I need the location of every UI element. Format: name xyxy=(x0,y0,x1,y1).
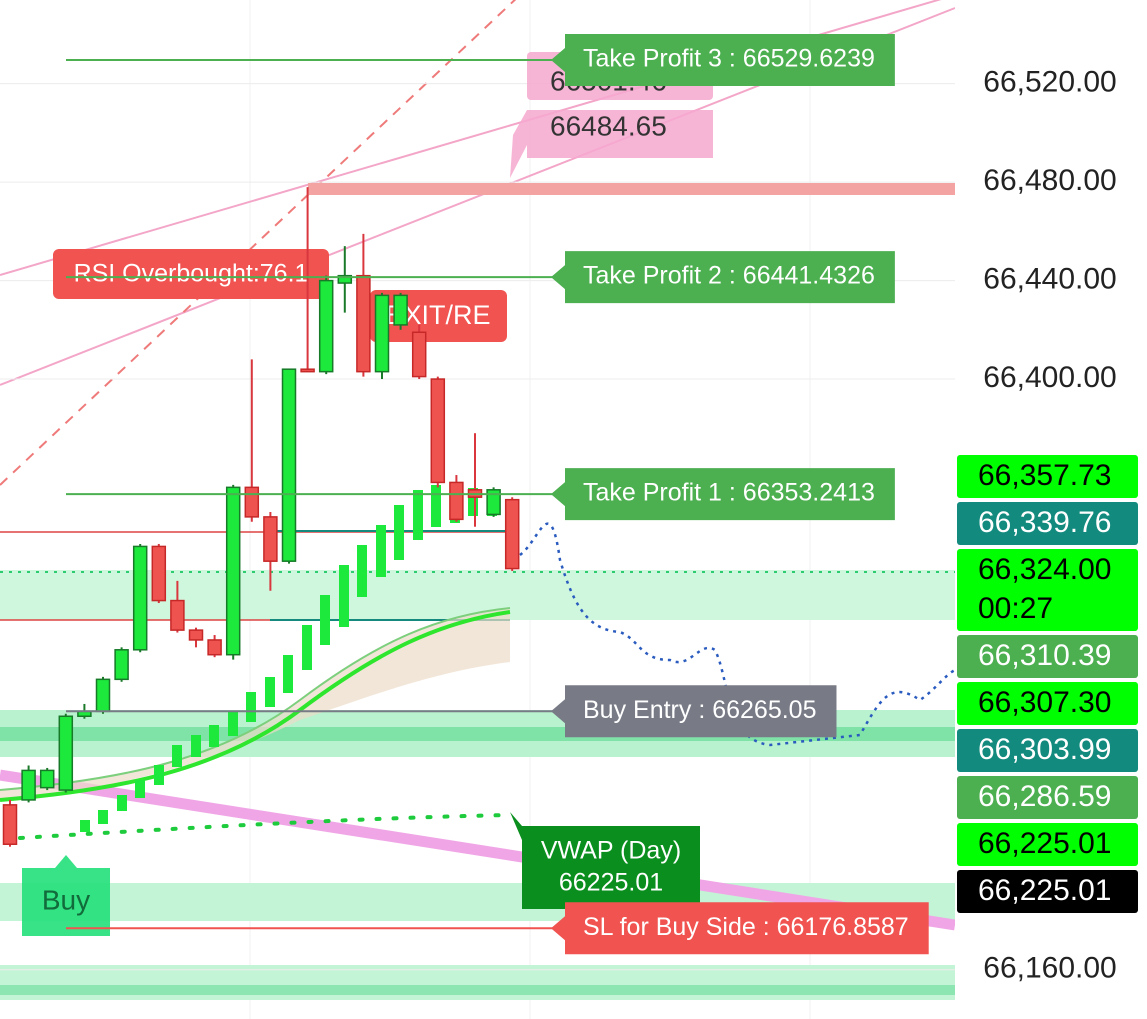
annotation-text: 66484.65 xyxy=(550,110,667,141)
trend-line xyxy=(0,0,517,486)
ma-line xyxy=(0,610,511,802)
candle-body xyxy=(449,481,464,521)
annotation-text: 66225.01 xyxy=(559,869,663,897)
level-label-box xyxy=(551,468,895,521)
y-tick-label: 66,520.00 xyxy=(983,66,1116,99)
price-badge xyxy=(957,549,1138,631)
price-badge xyxy=(957,729,1138,772)
level-label: Take Profit 1 : 66353.2413 xyxy=(583,479,875,507)
level-label: Take Profit 2 : 66441.4326 xyxy=(583,262,875,290)
candle-body xyxy=(430,378,446,484)
price-badge-label: 66,303.99 xyxy=(978,733,1111,766)
candle-body xyxy=(58,715,74,791)
price-badge-label: 66,357.73 xyxy=(978,459,1111,492)
annotation-text: RSI Overbought:76.1 xyxy=(74,260,309,288)
price-badge-label: 66,310.39 xyxy=(978,639,1111,672)
y-tick-label: 66,160.00 xyxy=(983,952,1116,985)
price-badge xyxy=(957,870,1138,913)
candle-body xyxy=(263,516,278,562)
candle-body xyxy=(21,769,36,801)
candle-body xyxy=(95,678,111,713)
zone xyxy=(0,985,955,995)
annotation-box xyxy=(510,812,700,909)
ma-line xyxy=(0,607,511,791)
candle-body xyxy=(318,279,334,373)
price-badge-label: 66,307.30 xyxy=(978,686,1111,719)
level-label: Buy Entry : 66265.05 xyxy=(583,696,816,724)
candle-body xyxy=(374,294,390,373)
price-badge-label: 66,225.01 xyxy=(978,874,1111,907)
price-badge xyxy=(957,502,1138,545)
price-badge xyxy=(957,823,1138,866)
candle-body xyxy=(225,486,241,656)
candle-body xyxy=(132,545,148,651)
level-label-box xyxy=(551,251,895,304)
candle-body xyxy=(39,769,55,789)
level-label: Take Profit 3 : 66529.6239 xyxy=(583,45,875,73)
level-label-box xyxy=(551,685,837,738)
level-label-box xyxy=(551,902,929,955)
candle-body xyxy=(151,545,167,602)
projection-line xyxy=(519,522,956,747)
candle-body xyxy=(188,629,204,641)
candle-body xyxy=(411,331,427,378)
candle-body xyxy=(300,368,315,373)
candle-body xyxy=(207,639,222,656)
y-tick-label: 66,480.00 xyxy=(983,164,1116,197)
trend-band xyxy=(0,769,956,931)
candle-body xyxy=(2,804,18,845)
candle-layer xyxy=(2,187,520,847)
annotation-text: VWAP (Day) xyxy=(541,837,681,865)
annotation-layer: 66501.46 66484.65 RSI Overbought:76.1 EX… xyxy=(22,52,713,936)
annotation-box xyxy=(22,855,110,936)
candle-body xyxy=(170,599,185,631)
annotation-box xyxy=(53,249,329,299)
price-badge xyxy=(957,682,1138,725)
candle-body xyxy=(393,294,408,326)
level-label-box xyxy=(551,33,895,86)
candle-body xyxy=(486,489,501,516)
y-tick-label: 66,440.00 xyxy=(983,263,1116,296)
price-badge-countdown: 00:27 xyxy=(978,592,1053,625)
candle-body xyxy=(504,498,520,570)
price-badge-label: 66,324.00 xyxy=(978,553,1111,586)
price-badge-label: 66,339.76 xyxy=(978,506,1111,539)
price-badge xyxy=(957,455,1138,498)
level-label: SL for Buy Side : 66176.8587 xyxy=(583,913,909,941)
candle-body xyxy=(244,486,260,518)
candle-body xyxy=(281,368,297,562)
price-badge-label: 66,286.59 xyxy=(978,780,1111,813)
price-badge xyxy=(957,635,1138,678)
price-badge-label: 66,225.01 xyxy=(978,827,1111,860)
annotation-box xyxy=(510,110,713,178)
grid-layer xyxy=(0,83,955,971)
level-layer: Take Profit 3 : 66529.6239 Take Profit 2 … xyxy=(66,33,929,955)
candle-body xyxy=(337,274,353,284)
heikin-bars xyxy=(80,485,497,832)
candle-body xyxy=(114,649,129,681)
candle-body xyxy=(356,274,371,373)
annotation-text: Buy xyxy=(42,884,90,915)
price-badge xyxy=(957,776,1138,819)
y-tick-label: 66,400.00 xyxy=(983,361,1116,394)
axis-layer: 66,160.00 66,400.00 66,440.00 66,480.00 66,5… xyxy=(957,66,1138,985)
